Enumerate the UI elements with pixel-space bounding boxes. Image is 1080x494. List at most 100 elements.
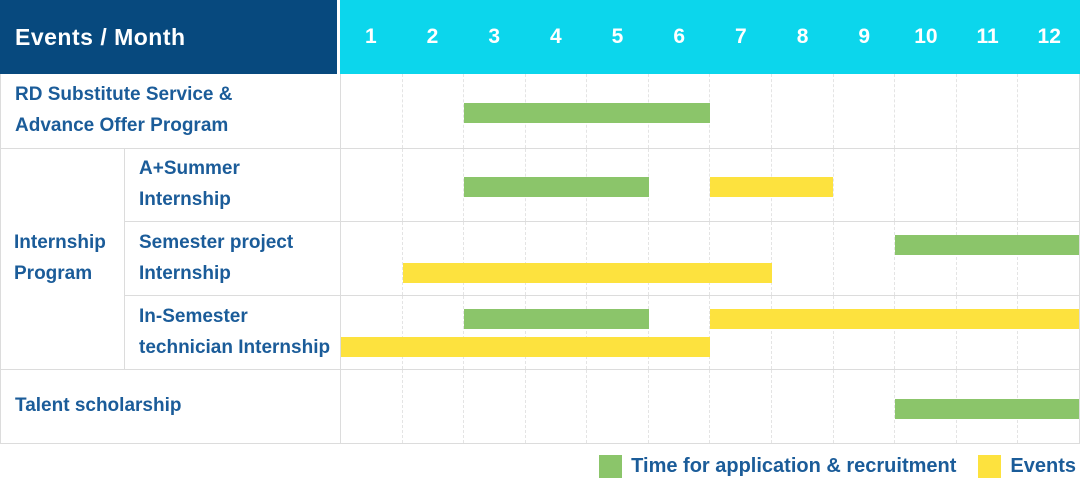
month-grid-cell (771, 74, 833, 148)
recruitment-bar (464, 103, 710, 123)
row-talent-scholarship: Talent scholarship (1, 370, 1079, 443)
events-month-header-cell: Events / Month (0, 0, 340, 74)
month-grid-cell (709, 222, 771, 295)
month-grid-cell (1017, 222, 1079, 295)
row-label: RD Substitute Service & Advance Offer Pr… (15, 84, 233, 136)
month-grid-cell (894, 149, 956, 221)
month-grid-cell (832, 149, 895, 221)
recruitment-bar (894, 235, 1079, 255)
month-grid-cell (955, 74, 1018, 148)
table-header-row: Events / Month 1 2 3 4 5 6 7 8 9 10 11 12 (0, 0, 1080, 74)
events-bar (341, 337, 710, 357)
month-grid-cell (524, 222, 587, 295)
month-label: 4 (550, 25, 562, 48)
month-grid-cell (401, 296, 464, 369)
month-label: 10 (914, 25, 938, 48)
month-grid-cell (832, 74, 895, 148)
legend: Time for application & recruitment Event… (599, 455, 1076, 478)
month-grid-cell (771, 296, 833, 369)
month-grid-cell (341, 296, 402, 369)
month-grid-cell (771, 222, 833, 295)
month-grid-cell (647, 149, 710, 221)
month-grid-cell (401, 222, 464, 295)
month-grid-cell (832, 222, 895, 295)
row-semester-project-internship: Semester project Internship (125, 222, 1079, 296)
month-grid-cell (647, 222, 710, 295)
group-label-cell: Internship Program (1, 149, 125, 369)
internship-program-group: Internship Program A+Summer Internship S… (1, 149, 1079, 370)
events-bar (710, 177, 833, 197)
month-grid-cell (1017, 149, 1079, 221)
month-grid-cell (647, 296, 710, 369)
month-grid-cell (709, 74, 771, 148)
month-grid-cell (894, 74, 956, 148)
month-grid-cell (463, 149, 525, 221)
timeline-talent-scholarship (341, 370, 1079, 443)
month-grid-cell (1017, 296, 1079, 369)
month-grid-cell (401, 370, 464, 443)
month-grid-cell (832, 296, 895, 369)
recruitment-bar (464, 309, 649, 329)
month-grid-cell (1017, 74, 1079, 148)
month-grid-cell (894, 222, 956, 295)
row-label-cell: A+Summer Internship (125, 149, 341, 221)
month-grid-cell (955, 222, 1018, 295)
month-grid-cell (524, 296, 587, 369)
row-label: Talent scholarship (15, 395, 182, 417)
row-label: A+Summer Internship (139, 158, 240, 210)
month-grid-cell (401, 74, 464, 148)
month-label: 1 (364, 25, 377, 48)
events-legend-label: Events (1010, 455, 1076, 477)
row-label-cell: Semester project Internship (125, 222, 341, 295)
month-grid-cell (709, 370, 771, 443)
events-legend-swatch (978, 455, 1002, 478)
month-grid-cell (463, 222, 525, 295)
group-label: Internship Program (14, 232, 106, 284)
month-grid-cell (709, 149, 771, 221)
month-grid-cell (463, 296, 525, 369)
recruitment-bar (464, 177, 649, 197)
month-grid-cell (401, 149, 464, 221)
month-label: 8 (796, 25, 809, 48)
row-label-cell: In-Semester technician Internship (125, 296, 341, 369)
group-rows: A+Summer Internship Semester project Int… (125, 149, 1079, 369)
timeline-in-semester (341, 296, 1079, 369)
month-grid-cell (771, 370, 833, 443)
month-grid-cell (463, 370, 525, 443)
month-grid-cell (586, 222, 648, 295)
row-label-cell: Talent scholarship (1, 370, 341, 443)
month-label: 2 (426, 25, 439, 48)
month-grid-cell (832, 370, 895, 443)
month-grid-cell (341, 222, 402, 295)
month-grid-cell (524, 370, 587, 443)
month-grid-cell (341, 74, 402, 148)
row-a-summer-internship: A+Summer Internship (125, 149, 1079, 222)
month-label: 3 (488, 25, 501, 48)
row-label-cell: RD Substitute Service & Advance Offer Pr… (1, 74, 341, 148)
month-grid-cell (341, 370, 402, 443)
row-label: In-Semester technician Internship (139, 305, 331, 358)
recruitment-bar (894, 398, 1079, 419)
month-grid-cell (894, 296, 956, 369)
month-label: 5 (611, 25, 624, 48)
month-grid-cell (586, 296, 648, 369)
month-grid-cell (341, 149, 402, 221)
month-label: 12 (1037, 25, 1061, 48)
recruitment-legend-label: Time for application & recruitment (631, 455, 957, 477)
row-rd-substitute: RD Substitute Service & Advance Offer Pr… (1, 74, 1079, 149)
month-grid-cell (463, 74, 525, 148)
month-label: 7 (735, 25, 747, 48)
events-bar (402, 263, 772, 283)
timeline-rd-substitute (341, 74, 1079, 148)
month-label: 11 (976, 25, 999, 48)
schedule-table-body: RD Substitute Service & Advance Offer Pr… (0, 74, 1080, 444)
month-grid-cell (955, 296, 1018, 369)
recruitment-legend-swatch (599, 455, 623, 478)
month-grid-cell (709, 296, 771, 369)
header-title: Events / Month (15, 23, 186, 50)
timeline-semester-project (341, 222, 1079, 295)
month-grid-cell (647, 370, 710, 443)
month-grid-cell (955, 149, 1018, 221)
row-in-semester-internship: In-Semester technician Internship (125, 296, 1079, 369)
